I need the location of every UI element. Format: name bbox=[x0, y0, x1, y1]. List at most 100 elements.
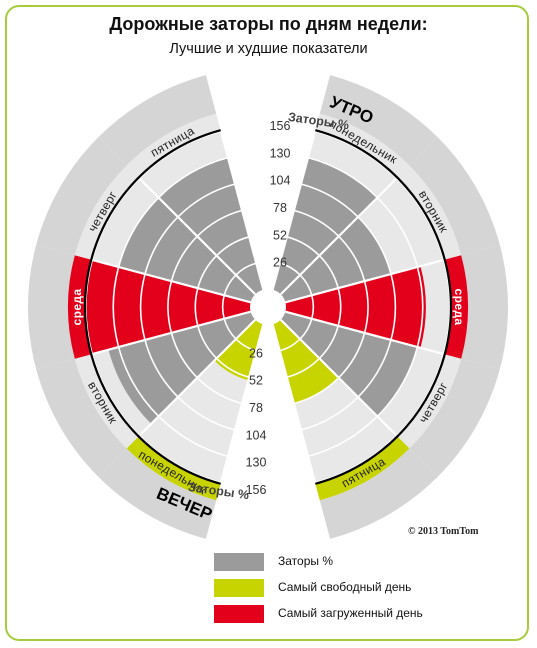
morning-wednesday-label: среда bbox=[452, 289, 466, 326]
tick-label-bottom: 156 bbox=[246, 483, 267, 497]
evening-divider bbox=[219, 130, 265, 290]
morning-wednesday-gridline bbox=[363, 280, 369, 334]
evening-wednesday-gridline bbox=[139, 273, 146, 341]
morning-thursday-label-band bbox=[396, 354, 462, 449]
morning-divider bbox=[271, 324, 317, 484]
evening-monday-gridline bbox=[196, 377, 243, 405]
morning-wednesday-bar bbox=[285, 266, 426, 348]
morning-thursday-outer-band bbox=[409, 358, 500, 477]
evening-monday-gridline bbox=[177, 396, 236, 431]
morning-tuesday-outer-band bbox=[409, 137, 500, 256]
evening-wednesday-gridline bbox=[167, 280, 173, 334]
evening-tuesday-label-band bbox=[74, 354, 140, 449]
evening-friday-gridline bbox=[216, 236, 250, 257]
evening-divider bbox=[91, 258, 251, 304]
copyright-text: © 2013 TomTom bbox=[408, 526, 479, 537]
evening-tuesday-gridline bbox=[170, 332, 198, 379]
legend-swatch bbox=[214, 579, 264, 597]
evening-monday-label-highlight bbox=[126, 435, 221, 501]
tick-label-bottom: 52 bbox=[249, 374, 263, 388]
morning-tuesday-gridline bbox=[318, 255, 339, 289]
evening-wednesday-gridline bbox=[194, 287, 199, 327]
morning-thursday-gridline bbox=[318, 325, 339, 359]
evening-wednesday-outer-band bbox=[28, 244, 75, 370]
morning-tuesday-gridline bbox=[357, 216, 392, 275]
morning-tuesday-gridline bbox=[376, 197, 419, 268]
tick-label-top: 130 bbox=[270, 146, 291, 160]
evening-thursday-gridline bbox=[117, 197, 160, 268]
morning-half: понедельниквторниксредачетвергпятницаУТР… bbox=[271, 75, 508, 539]
morning-wednesday-gridline bbox=[416, 266, 424, 348]
evening-tuesday-gridline bbox=[197, 325, 218, 359]
evening-thursday-gridline bbox=[197, 255, 218, 289]
tick-label-top: 26 bbox=[273, 256, 287, 270]
morning-monday-gridline bbox=[307, 156, 378, 199]
morning-thursday-gridline bbox=[357, 339, 392, 398]
morning-divider bbox=[271, 130, 317, 290]
evening-friday-gridline bbox=[177, 183, 236, 218]
tick-label-bottom: 130 bbox=[246, 456, 267, 470]
morning-divider bbox=[285, 258, 445, 304]
morning-monday-label-band bbox=[315, 113, 410, 179]
morning-divider bbox=[279, 318, 398, 437]
morning-friday-outer-band bbox=[319, 448, 438, 539]
morning-monday-gridline bbox=[286, 236, 320, 257]
evening-monday-outer-band bbox=[98, 448, 217, 539]
evening-tuesday-gridline bbox=[144, 339, 179, 398]
tick-label-top: 52 bbox=[273, 228, 287, 242]
evening-friday-label-band bbox=[126, 113, 221, 179]
evening-thursday-gridline bbox=[144, 216, 179, 275]
morning-friday-label-highlight bbox=[315, 435, 410, 501]
tick-label-bottom: 104 bbox=[246, 428, 267, 442]
morning-monday-outer-band bbox=[319, 75, 438, 166]
morning-tuesday-gridline bbox=[338, 235, 366, 282]
tick-label-top: 104 bbox=[270, 174, 291, 188]
morning-monday-bar bbox=[272, 157, 378, 295]
evening-tuesday-outer-band bbox=[36, 358, 127, 477]
evening-monday-gridline bbox=[216, 357, 250, 378]
morning-thursday-gridline bbox=[338, 332, 366, 379]
morning-divider bbox=[279, 177, 398, 296]
evening-monday-bar bbox=[214, 319, 264, 381]
legend-swatch bbox=[214, 605, 264, 623]
evening-friday-gridline bbox=[196, 209, 243, 237]
evening-friday-gridline bbox=[158, 156, 229, 199]
tick-label-top: 78 bbox=[273, 201, 287, 215]
evening-thursday-gridline bbox=[170, 235, 198, 282]
evening-tuesday-bar bbox=[108, 311, 256, 424]
legend-label: Заторы % bbox=[278, 554, 333, 568]
morning-wednesday-gridline bbox=[390, 273, 397, 341]
evening-half: понедельниквторниксредачетвергпятницаВЕЧ… bbox=[28, 75, 265, 539]
evening-friday-bar bbox=[158, 157, 264, 295]
legend-label: Самый свободный день bbox=[278, 580, 412, 594]
tick-label-bottom: 78 bbox=[249, 401, 263, 415]
evening-wednesday-gridline bbox=[112, 266, 120, 348]
evening-thursday-bar bbox=[118, 197, 256, 303]
tick-label-bottom: 26 bbox=[249, 346, 263, 360]
tick-label-top: 156 bbox=[270, 119, 291, 133]
evening-tuesday-gridline bbox=[117, 346, 160, 417]
chart-subtitle: Лучшие и худшие показатели bbox=[169, 41, 368, 57]
evening-divider bbox=[138, 318, 257, 437]
morning-friday-gridline bbox=[293, 377, 340, 405]
evening-divider bbox=[91, 310, 251, 356]
morning-black-arc bbox=[315, 129, 452, 485]
morning-friday-gridline bbox=[300, 396, 359, 431]
evening-monday-gridline bbox=[158, 415, 229, 458]
morning-friday-gridline bbox=[286, 357, 320, 378]
evening-wednesday-label: среда bbox=[70, 289, 84, 326]
evening-divider bbox=[219, 324, 265, 484]
morning-wednesday-gridline bbox=[337, 287, 342, 327]
morning-friday-gridline bbox=[307, 415, 378, 458]
morning-thursday-bar bbox=[280, 311, 418, 417]
evening-black-arc bbox=[84, 129, 221, 485]
morning-monday-gridline bbox=[293, 209, 340, 237]
legend-label: Самый загруженный день bbox=[278, 606, 423, 620]
evening-divider bbox=[138, 177, 257, 296]
evening-thursday-outer-band bbox=[36, 137, 127, 256]
evening-friday-outer-band bbox=[98, 75, 217, 166]
morning-thursday-gridline bbox=[376, 346, 419, 417]
chart-title: Дорожные заторы по дням недели: bbox=[109, 14, 428, 34]
morning-monday-gridline bbox=[300, 183, 359, 218]
